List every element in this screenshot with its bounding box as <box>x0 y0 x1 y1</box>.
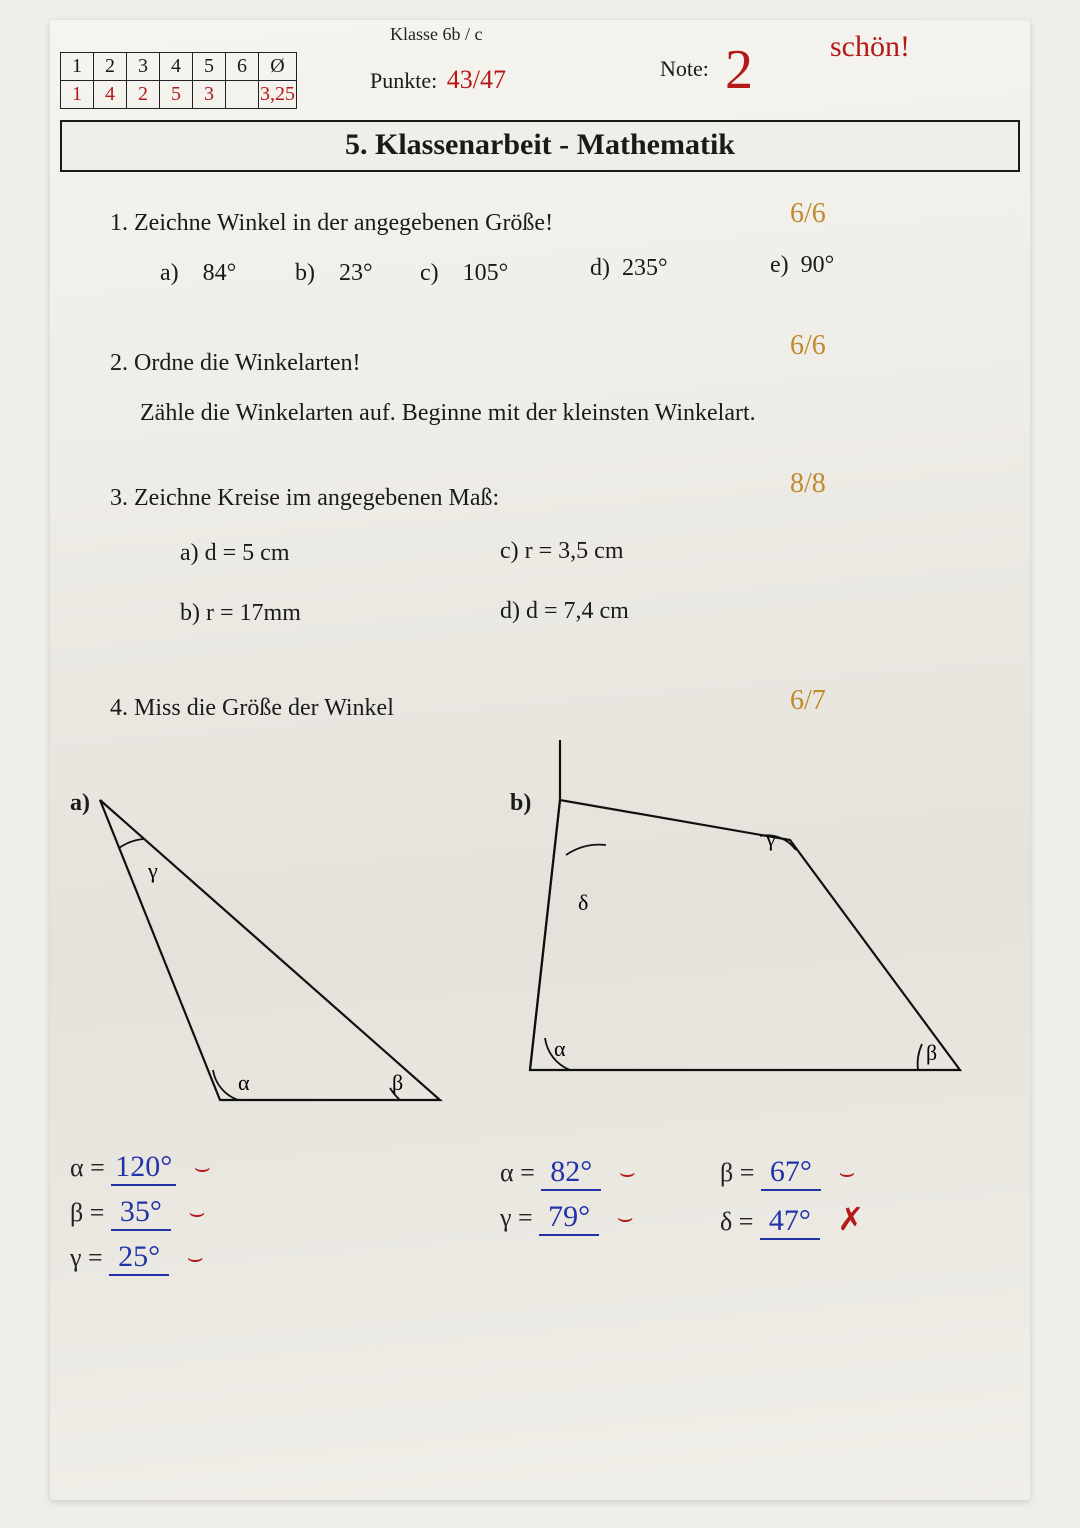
triangle-a: α β γ <box>70 770 470 1130</box>
q-number: 2. <box>110 350 128 376</box>
cell: 5 <box>160 81 193 109</box>
value: 82° <box>541 1155 601 1191</box>
q2-score: 6/6 <box>790 330 826 362</box>
inner-line <box>530 800 560 1070</box>
value: 79° <box>539 1200 599 1236</box>
answer-a-beta: β = 35° ⌣ <box>70 1195 206 1231</box>
cross-icon: ✗ <box>827 1200 864 1238</box>
q-number: 4. <box>110 695 128 721</box>
q-number: 1. <box>110 210 128 236</box>
answer-b-beta: β = 67° ⌣ <box>720 1155 856 1191</box>
answer-a-alpha: α = 120° ⌣ <box>70 1150 211 1186</box>
gamma-label: γ <box>147 858 158 883</box>
sub-value: 235° <box>622 255 668 281</box>
label-text: Punkte: <box>370 68 437 93</box>
answer-a-gamma: γ = 25° ⌣ <box>70 1240 204 1276</box>
value: 120° <box>111 1150 176 1186</box>
answer-b-alpha: α = 82° ⌣ <box>500 1155 636 1191</box>
sub-label: d) <box>590 255 610 281</box>
q4-score: 6/7 <box>790 685 826 717</box>
q-text: Ordne die Winkelarten! <box>134 350 361 376</box>
delta-arc <box>566 845 606 855</box>
beta-label: β <box>926 1040 937 1065</box>
cell: 1 <box>61 53 94 81</box>
q-text: Zeichne Winkel in der angegebenen Größe! <box>134 210 553 236</box>
value: 25° <box>109 1240 169 1276</box>
sub-label: b) <box>295 260 315 286</box>
gamma-label: γ <box>765 826 776 851</box>
q-text: Zeichne Kreise im angegebenen Maß: <box>134 485 499 511</box>
answer-b-gamma: γ = 79° ⌣ <box>500 1200 634 1236</box>
value: 35° <box>111 1195 171 1231</box>
q3d: d) d = 7,4 cm <box>500 598 629 625</box>
q3b: b) r = 17mm <box>180 600 301 627</box>
tick-icon: ⌣ <box>177 1242 204 1274</box>
q1c: c) 105° <box>420 260 508 287</box>
tick-icon: ⌣ <box>607 1202 634 1234</box>
delta-label: δ <box>578 890 588 915</box>
q1d: d) 235° <box>590 255 668 282</box>
triangle-b: α β γ δ <box>500 740 1000 1140</box>
cell: 4 <box>94 81 127 109</box>
worksheet-page: Klasse 6b / c 1 2 3 4 5 6 Ø 1 4 2 5 3 3,… <box>50 20 1030 1500</box>
q1e: e) 90° <box>770 252 834 279</box>
alpha-label: α <box>238 1070 250 1095</box>
table-row: 1 2 3 4 5 6 Ø <box>61 53 297 81</box>
points-label: Punkte: 43/47 <box>370 65 506 95</box>
q3a: a) d = 5 cm <box>180 540 290 567</box>
q1-score: 6/6 <box>790 198 826 230</box>
q-number: 3. <box>110 485 128 511</box>
tick-icon: ⌣ <box>609 1157 636 1189</box>
cell: 6 <box>226 53 259 81</box>
class-header: Klasse 6b / c <box>390 24 482 45</box>
cell: 2 <box>94 53 127 81</box>
q3c: c) r = 3,5 cm <box>500 538 624 565</box>
cell: 4 <box>160 53 193 81</box>
sub-value: 84° <box>203 260 237 286</box>
tick-icon: ⌣ <box>828 1157 855 1189</box>
alpha-label: α <box>554 1036 566 1061</box>
cell: 3 <box>193 81 226 109</box>
q-text: Miss die Größe der Winkel <box>134 695 394 721</box>
beta-arc <box>918 1044 922 1070</box>
table-row: 1 4 2 5 3 3,25 <box>61 81 297 109</box>
q2-line2: Zähle die Winkelarten auf. Beginne mit d… <box>140 400 756 427</box>
value: 47° <box>760 1204 820 1240</box>
grade-label: Note: <box>660 56 709 82</box>
worksheet-title: 5. Klassenarbeit - Mathematik <box>60 120 1020 172</box>
cell: 2 <box>127 81 160 109</box>
q1b: b) 23° <box>295 260 373 287</box>
grade-value: 2 <box>725 38 753 102</box>
sub-label: a) <box>160 260 179 286</box>
q4: 4. Miss die Größe der Winkel <box>110 695 394 722</box>
cell: Ø <box>259 53 297 81</box>
tick-icon: ⌣ <box>184 1152 211 1184</box>
answer-b-delta: δ = 47° ✗ <box>720 1200 864 1240</box>
sub-value: 90° <box>801 252 835 278</box>
gamma-arc <box>119 839 144 848</box>
cell: 3 <box>127 53 160 81</box>
triangle-a-shape <box>100 800 440 1100</box>
q2: 2. Ordne die Winkelarten! <box>110 350 361 377</box>
q1a: a) 84° <box>160 260 236 287</box>
value: 67° <box>761 1155 821 1191</box>
triangle-b-shape <box>530 800 960 1070</box>
points-value: 43/47 <box>443 65 506 94</box>
cell: 3,25 <box>259 81 297 109</box>
sub-value: 23° <box>339 260 373 286</box>
cell <box>226 81 259 109</box>
tick-icon: ⌣ <box>178 1197 205 1229</box>
cell: 1 <box>61 81 94 109</box>
beta-label: β <box>392 1070 403 1095</box>
sub-label: e) <box>770 252 789 278</box>
grade-weight-table: 1 2 3 4 5 6 Ø 1 4 2 5 3 3,25 <box>60 52 297 109</box>
sub-label: c) <box>420 260 439 286</box>
cell: 5 <box>193 53 226 81</box>
teacher-remark: schön! <box>830 30 910 64</box>
q3-score: 8/8 <box>790 468 826 500</box>
alpha-arc <box>213 1070 238 1100</box>
sub-value: 105° <box>463 260 509 286</box>
q1: 1. Zeichne Winkel in der angegebenen Grö… <box>110 210 553 237</box>
q3: 3. Zeichne Kreise im angegebenen Maß: <box>110 485 499 512</box>
